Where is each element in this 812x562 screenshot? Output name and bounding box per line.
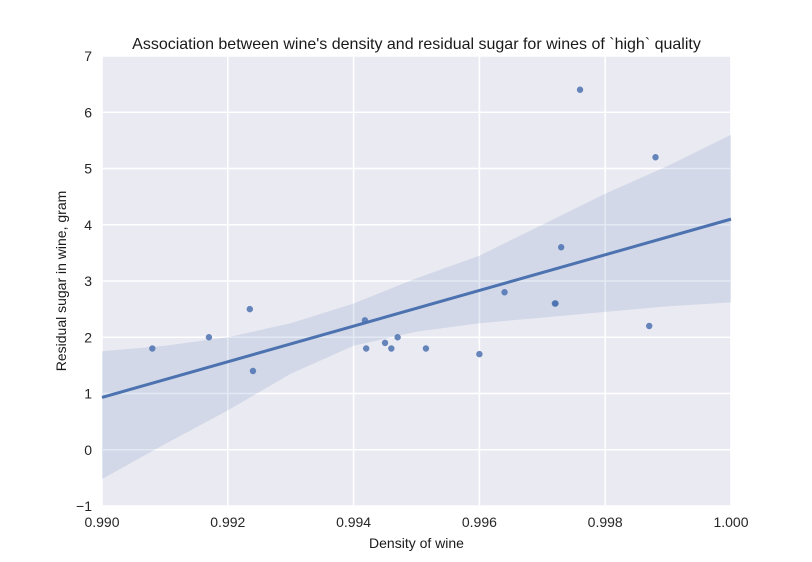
chart-title: Association between wine's density and r… [132, 36, 701, 53]
grid [101, 55, 732, 507]
y-axis-ticks: −1 0 1 2 3 4 5 6 7 [76, 48, 92, 514]
y-tick-label: 3 [84, 273, 92, 289]
data-point [205, 334, 213, 341]
data-point [646, 322, 653, 330]
data-point [388, 345, 395, 352]
data-point [501, 289, 508, 296]
data-point [149, 345, 156, 352]
data-points [149, 86, 659, 375]
regression-line-path [101, 217, 732, 399]
data-point [476, 350, 483, 358]
data-point [362, 345, 370, 352]
data-point [552, 300, 559, 307]
y-tick-label: −1 [76, 498, 92, 514]
y-tick-label: 1 [84, 386, 92, 402]
x-tick-label: 0.996 [462, 514, 497, 530]
data-point [652, 154, 659, 161]
x-axis-ticks: 0.990 0.992 0.994 0.996 0.998 1.000 [84, 514, 748, 530]
y-tick-label: 4 [84, 217, 92, 233]
y-tick-label: 7 [84, 48, 92, 64]
data-point [394, 334, 401, 341]
data-point [246, 305, 254, 313]
x-tick-label: 0.994 [336, 514, 371, 530]
x-tick-label: 1.000 [713, 514, 748, 530]
data-point [557, 244, 565, 251]
data-point [576, 86, 584, 93]
regression-line [101, 217, 732, 399]
x-tick-label: 0.998 [588, 514, 623, 530]
y-tick-label: 2 [84, 329, 92, 345]
data-point [249, 367, 257, 375]
data-point [361, 317, 369, 324]
data-point [422, 345, 430, 352]
x-tick-label: 0.990 [84, 514, 119, 530]
x-axis-label: Density of wine [369, 535, 464, 551]
x-tick-label: 0.992 [210, 514, 245, 530]
data-point [381, 339, 389, 347]
y-tick-label: 5 [84, 161, 92, 177]
y-tick-label: 6 [84, 104, 92, 120]
y-tick-label: 0 [84, 442, 92, 458]
y-axis-label: Residual sugar in wine, gram [53, 191, 69, 372]
